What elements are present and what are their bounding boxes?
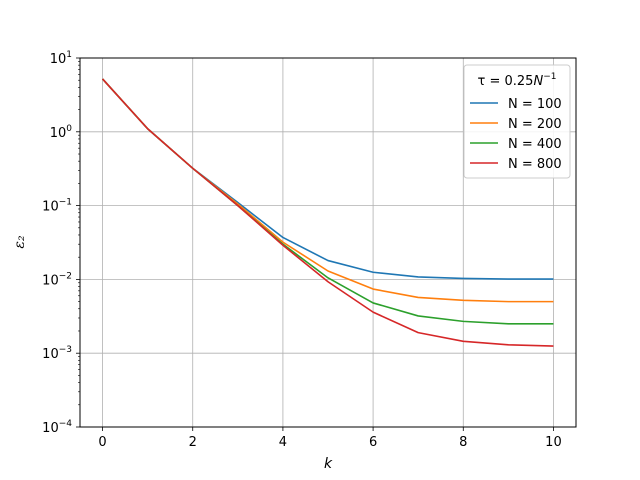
x-tick-label-2: 4 (279, 435, 287, 450)
y-tick-label-1: 10−3 (42, 345, 72, 362)
y-tick-label-5: 101 (50, 50, 72, 67)
legend-box (463, 64, 571, 179)
x-tick-label-4: 8 (459, 435, 467, 450)
legend-label-3: N = 800 (508, 157, 562, 172)
legend-label-1: N = 200 (508, 117, 562, 132)
x-tick-label-3: 6 (369, 435, 377, 450)
y-tick-label-4: 100 (50, 124, 73, 141)
x-axis-ticks: 0 2 4 6 8 10 (98, 427, 562, 450)
x-tick-label-5: 10 (545, 435, 562, 450)
y-axis-ticks: 10−4 10−3 10−2 10−1 100 101 (42, 50, 80, 436)
y-axis-label: ε₂ (12, 235, 28, 249)
x-axis-label: k (324, 456, 333, 472)
y-tick-label-3: 10−1 (42, 198, 72, 215)
legend-label-0: N = 100 (508, 97, 562, 112)
plot-frame (79, 57, 577, 428)
y-tick-label-0: 10−4 (42, 419, 72, 436)
y-tick-label-2: 10−2 (42, 271, 72, 288)
legend-title: τ = 0.25N−1 (478, 72, 557, 89)
series-lines (101, 78, 554, 347)
legend-label-2: N = 400 (508, 137, 562, 152)
legend: τ = 0.25N−1 N = 100 N = 200 N = 400 N = 800 (463, 64, 571, 179)
x-tick-label-0: 0 (98, 435, 106, 450)
series-line-3 (101, 78, 554, 347)
x-tick-label-1: 2 (189, 435, 197, 450)
